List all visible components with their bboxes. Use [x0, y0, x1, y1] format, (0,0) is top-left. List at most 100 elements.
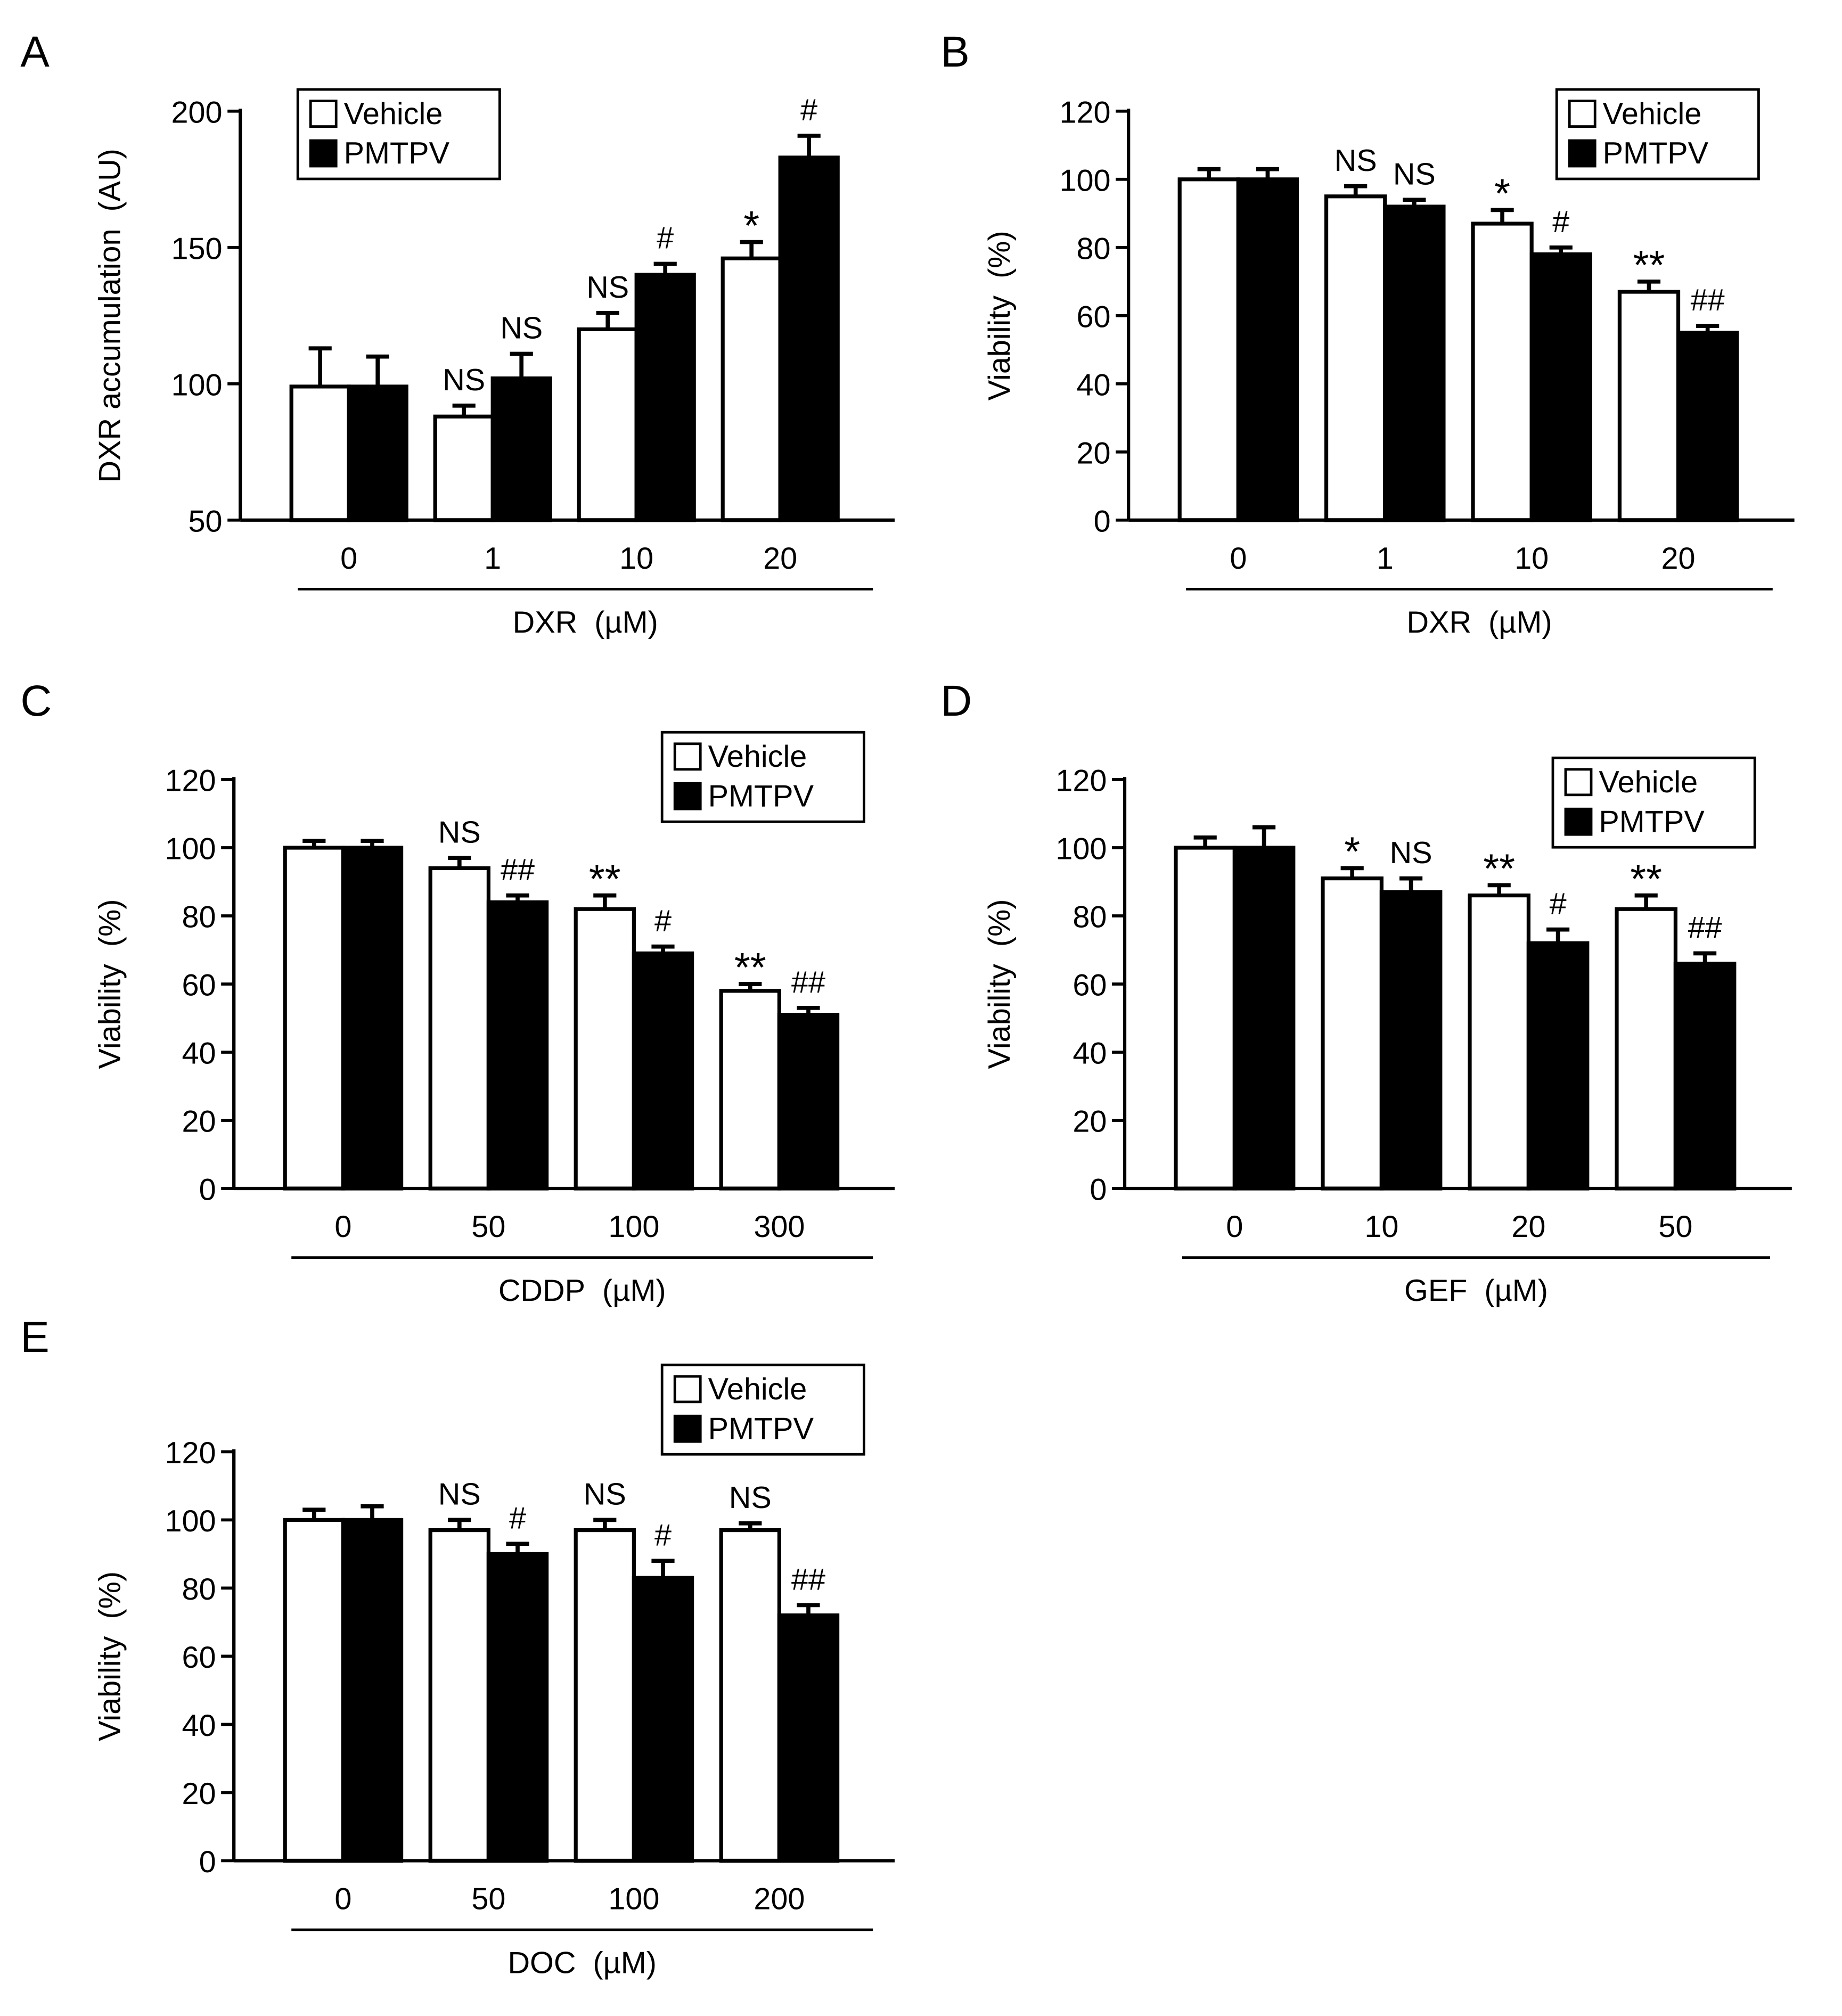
bar-pmtpv — [1673, 961, 1737, 1191]
significance-label: ** — [1483, 846, 1515, 892]
panel-letter: A — [20, 28, 50, 76]
panel-letter: E — [20, 1313, 49, 1362]
bar-pmtpv — [490, 376, 552, 522]
y-tick-label: 80 — [1077, 232, 1111, 266]
significance-label: NS — [438, 815, 481, 849]
bar-vehicle — [574, 907, 636, 1191]
y-tick-label: 200 — [171, 95, 223, 129]
x-tick-label: 20 — [763, 542, 797, 576]
bar-vehicle — [574, 1528, 636, 1863]
y-tick-label: 150 — [171, 232, 223, 266]
bar-pmtpv — [1379, 890, 1443, 1191]
y-tick-label: 20 — [1073, 1105, 1107, 1139]
bar-vehicle — [1174, 846, 1237, 1191]
x-axis-title: CDDP (µM) — [498, 1274, 666, 1308]
legend-label: PMTPV — [708, 1412, 814, 1446]
x-tick-label: 0 — [334, 1210, 351, 1244]
bar-pmtpv — [486, 1552, 549, 1863]
y-tick-label: 20 — [182, 1777, 216, 1811]
panel-letter: B — [940, 28, 969, 76]
y-tick-label: 50 — [189, 504, 223, 538]
significance-label: # — [654, 904, 672, 938]
bar-vehicle — [283, 846, 346, 1191]
x-tick-label: 0 — [340, 542, 357, 576]
bar-vehicle — [433, 414, 495, 522]
bar-vehicle — [1321, 876, 1384, 1191]
bar-pmtpv — [1526, 941, 1590, 1191]
legend-swatch-vehicle — [1568, 100, 1597, 128]
bar-vehicle — [1471, 222, 1534, 522]
y-tick-label: 100 — [1055, 832, 1107, 866]
x-tick-label: 0 — [334, 1882, 351, 1916]
y-tick-label: 120 — [165, 764, 216, 798]
bar-vehicle — [1324, 194, 1387, 522]
legend-swatch-pmtpv — [673, 1414, 702, 1443]
significance-label: * — [1494, 171, 1510, 217]
legend-label: PMTPV — [1599, 805, 1705, 839]
significance-label: * — [743, 203, 759, 249]
legend-label: PMTPV — [1603, 136, 1709, 170]
y-tick-label: 120 — [1055, 764, 1107, 798]
x-tick-label: 1 — [484, 542, 501, 576]
bar-vehicle — [721, 256, 782, 522]
y-tick-label: 100 — [1060, 163, 1111, 198]
significance-label: # — [1552, 205, 1569, 239]
significance-label: NS — [1393, 157, 1436, 191]
y-tick-label: 40 — [1077, 368, 1111, 402]
x-axis-title: DOC (µM) — [507, 1946, 657, 1980]
significance-label: NS — [500, 312, 543, 346]
panel-d: D 0 20 40 60 80 100 120 Viability (%) 0 10 * NS 20 ** #… — [940, 677, 1792, 1308]
panel-a: A 50 100 150 200 DXR accumulation (AU) 0 1 NS NS 1… — [20, 28, 895, 640]
bar-vehicle — [428, 1528, 491, 1863]
x-tick-label: 10 — [619, 542, 653, 576]
y-tick-label: 80 — [182, 1572, 216, 1607]
panel-letter: D — [940, 677, 972, 725]
bar-pmtpv — [632, 951, 694, 1191]
x-tick-label: 50 — [1658, 1210, 1692, 1244]
bar-pmtpv — [341, 846, 404, 1191]
significance-label: NS — [1390, 836, 1432, 870]
x-axis-title: GEF (µM) — [1404, 1274, 1548, 1308]
significance-label: ** — [1633, 242, 1665, 288]
legend-swatch-pmtpv — [1568, 139, 1597, 168]
bar-pmtpv — [347, 384, 408, 522]
significance-label: NS — [443, 363, 485, 397]
x-tick-label: 50 — [471, 1210, 505, 1244]
legend-swatch-vehicle — [1564, 768, 1593, 797]
y-axis-title: Viability (%) — [93, 1571, 127, 1741]
x-tick-label: 50 — [471, 1882, 505, 1916]
x-tick-label: 10 — [1514, 542, 1549, 576]
significance-label: # — [800, 93, 817, 127]
legend-swatch-vehicle — [673, 1375, 702, 1404]
significance-label: * — [1344, 829, 1360, 875]
significance-label: ** — [589, 856, 621, 902]
significance-label: ## — [1691, 283, 1725, 317]
bar-pmtpv — [777, 1012, 840, 1191]
bar-pmtpv — [1529, 252, 1592, 522]
legend-swatch-pmtpv — [673, 782, 702, 810]
significance-label: ## — [791, 1563, 825, 1597]
bar-vehicle — [1468, 893, 1531, 1191]
bar-pmtpv — [778, 155, 840, 522]
y-tick-label: 60 — [1073, 969, 1107, 1003]
panel-b: B 0 20 40 60 80 100 120 Viability (%) 0 1 NS NS 10 * #2… — [940, 28, 1795, 640]
x-tick-label: 20 — [1511, 1210, 1545, 1244]
significance-label: NS — [729, 1481, 772, 1515]
significance-label: ## — [791, 965, 825, 999]
y-tick-label: 0 — [1090, 1173, 1107, 1207]
y-tick-label: 0 — [199, 1173, 216, 1207]
bar-pmtpv — [777, 1613, 840, 1863]
legend-label: Vehicle — [344, 97, 443, 131]
legend-label: PMTPV — [708, 779, 814, 813]
bar-vehicle — [719, 989, 781, 1191]
legend-label: Vehicle — [1599, 765, 1698, 799]
bar-vehicle — [289, 384, 351, 522]
bar-vehicle — [428, 866, 491, 1191]
bar-pmtpv — [1236, 177, 1299, 522]
significance-label: ** — [734, 945, 766, 990]
legend-label: Vehicle — [1603, 97, 1702, 131]
y-axis-title: Viability (%) — [983, 899, 1017, 1069]
y-tick-label: 20 — [182, 1105, 216, 1139]
x-tick-label: 10 — [1364, 1210, 1398, 1244]
